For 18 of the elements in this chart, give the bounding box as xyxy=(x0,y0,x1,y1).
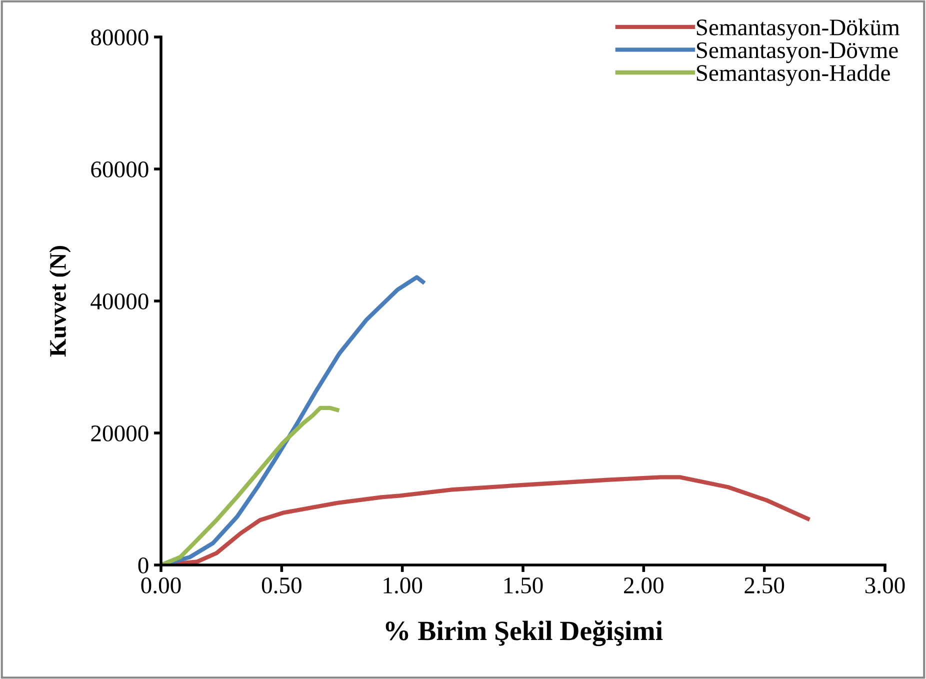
y-axis-title: Kuvvet (N) xyxy=(49,246,71,357)
y-tick-label: 20000 xyxy=(91,425,148,442)
x-tick-label: 2.00 xyxy=(624,577,664,594)
x-tick-label: 1.00 xyxy=(384,577,422,594)
legend-label: Semantasyon-Döküm xyxy=(696,18,900,40)
y-tick-label: 60000 xyxy=(91,161,148,178)
x-tick-label: 3.00 xyxy=(865,577,905,594)
y-tick-label: 0 xyxy=(138,557,148,574)
y-tick-label: 40000 xyxy=(90,293,148,310)
line-series xyxy=(161,406,340,565)
x-tick-label: 2.50 xyxy=(744,577,784,594)
x-axis-title: % Birim Şekil Değişimi xyxy=(386,620,663,646)
x-tick-label: 1.50 xyxy=(504,577,543,594)
x-tick-label: 0.50 xyxy=(262,577,302,594)
x-tick-label: 0.00 xyxy=(141,577,181,594)
legend-label: Semantasyon-Hadde xyxy=(696,64,890,86)
y-tick-label: 80000 xyxy=(91,29,148,46)
legend-label: Semantasyon-Dövme xyxy=(696,42,898,64)
